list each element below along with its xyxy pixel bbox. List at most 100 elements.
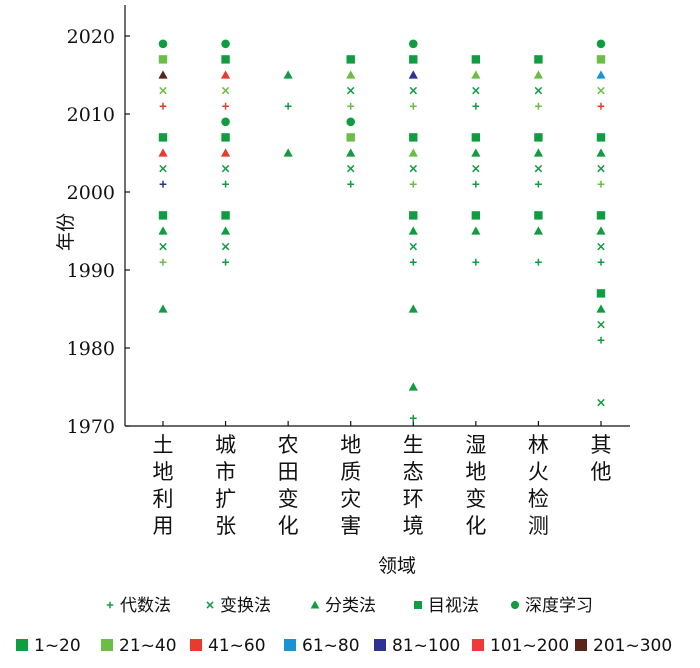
y-tick-label: 2000 (67, 182, 115, 204)
data-point-classify (220, 148, 231, 157)
legend-count-label: 21~40 (119, 636, 177, 656)
data-point-classify (346, 148, 356, 157)
data-point-algebra (159, 258, 167, 266)
legend-count-swatch (284, 639, 296, 651)
data-point-transform (597, 242, 605, 251)
data-point-visual (221, 55, 230, 64)
data-point-algebra (535, 102, 542, 110)
data-point-classify (596, 304, 606, 313)
data-point-classify (283, 70, 293, 79)
data-point-transform (221, 86, 230, 95)
legend-algebra-marker (106, 601, 114, 609)
data-point-visual (534, 133, 543, 142)
data-point-transform (597, 398, 605, 407)
data-point-transform (597, 86, 605, 95)
data-point-algebra (597, 258, 605, 266)
x-ticks: 土地利用 城市扩张 农田变化 地质灾害 生态环境 湿地变化 林火检测 其他 (153, 421, 611, 538)
data-point-algebra (597, 336, 605, 344)
y-tick-label: 2010 (67, 104, 115, 126)
data-points (158, 39, 606, 422)
data-point-transform (346, 164, 355, 173)
y-tick-label: 2020 (67, 26, 115, 48)
data-point-algebra (222, 180, 229, 188)
data-point-deep (596, 39, 606, 49)
legend-count-swatch (16, 639, 28, 651)
data-point-transform (597, 164, 605, 173)
legend-visual-label: 目视法 (428, 596, 479, 616)
data-point-transform (534, 86, 543, 95)
data-point-visual (346, 133, 355, 142)
data-point-algebra (472, 258, 480, 266)
x-tick-label: 土地利用 (153, 433, 174, 538)
data-point-classify (220, 70, 231, 79)
data-point-deep (158, 39, 168, 49)
data-point-deep (408, 39, 418, 49)
data-point-transform (409, 164, 418, 173)
data-point-deep (221, 117, 230, 127)
x-tick-label: 湿地变化 (465, 433, 486, 538)
data-point-algebra (535, 258, 542, 266)
data-point-visual (221, 211, 230, 220)
data-point-transform (346, 86, 355, 95)
data-point-visual (158, 211, 168, 220)
data-point-transform (409, 86, 418, 95)
y-ticks: 1970 1980 1990 2000 2010 2020 (67, 26, 130, 438)
y-axis-title: 年份 (55, 213, 77, 251)
data-point-classify (346, 70, 356, 79)
data-point-visual (596, 289, 606, 298)
data-point-algebra (409, 414, 417, 422)
legend-deep-label: 深度学习 (525, 596, 593, 616)
x-tick-label: 地质灾害 (340, 433, 361, 538)
legend-visual-marker (414, 601, 422, 609)
y-tick-label: 1970 (67, 416, 115, 438)
data-point-algebra (472, 102, 480, 110)
legend-count-swatch (190, 639, 202, 651)
legend-count-label: 81~100 (392, 636, 460, 656)
data-point-visual (158, 55, 168, 64)
data-point-transform (472, 164, 480, 173)
legend-deep-marker (510, 600, 520, 610)
legend-count-label: 101~200 (490, 636, 569, 656)
legend-count-swatch (575, 639, 587, 651)
data-point-classify (408, 304, 418, 313)
data-point-visual (409, 211, 418, 220)
legend-transform-marker (206, 601, 214, 609)
y-tick-label: 1980 (67, 338, 115, 360)
legend-classify-label: 分类法 (325, 596, 376, 616)
x-axis-title: 领域 (378, 555, 416, 577)
data-point-visual (596, 211, 606, 220)
legend-count-label: 1~20 (34, 636, 81, 656)
legend-count-swatch (374, 639, 386, 651)
data-point-classify (596, 70, 606, 79)
data-point-algebra (535, 180, 542, 188)
data-point-classify (283, 148, 293, 157)
data-point-deep (346, 117, 356, 127)
x-tick-label: 农田变化 (278, 433, 299, 538)
data-point-transform (221, 242, 230, 251)
data-point-visual (596, 55, 606, 64)
data-point-visual (471, 55, 481, 64)
data-point-algebra (409, 102, 417, 110)
legend-count-swatch (472, 639, 484, 651)
data-point-algebra (409, 258, 417, 266)
data-point-algebra (222, 258, 229, 266)
data-point-transform (597, 320, 605, 329)
data-point-deep (221, 39, 230, 49)
data-point-algebra (597, 180, 605, 188)
data-point-transform (409, 242, 418, 251)
data-point-transform (221, 164, 230, 173)
data-point-algebra (284, 102, 292, 110)
data-point-visual (346, 55, 355, 64)
data-point-classify (471, 226, 481, 235)
x-tick-label: 林火检测 (528, 433, 549, 538)
data-point-classify (220, 226, 231, 235)
data-point-classify (596, 148, 606, 157)
data-point-classify (533, 70, 544, 79)
data-point-algebra (222, 102, 229, 110)
data-point-classify (471, 148, 481, 157)
x-tick-label: 其他 (590, 433, 611, 484)
data-point-classify (596, 226, 606, 235)
data-point-visual (409, 55, 418, 64)
legend-count-label: 61~80 (302, 636, 360, 656)
